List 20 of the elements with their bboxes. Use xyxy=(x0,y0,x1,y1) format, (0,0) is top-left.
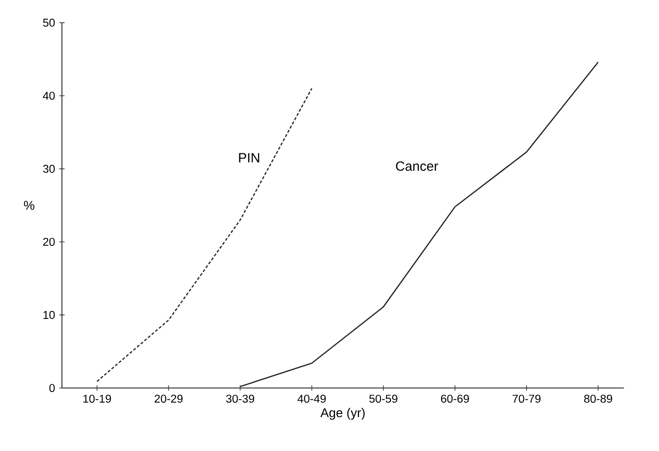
x-tick-label: 60-69 xyxy=(441,394,469,403)
text: Cancer xyxy=(396,161,438,171)
x-tick-label: 50-59 xyxy=(369,394,398,403)
x-tick-label: 80-89 xyxy=(584,394,612,403)
x-tick-label: 30-39 xyxy=(226,394,254,403)
line-series xyxy=(96,88,312,382)
line-series xyxy=(240,62,599,388)
y-tick-label: 40 xyxy=(42,92,55,100)
y-tick-label: 20 xyxy=(43,238,55,246)
x-axis-title: Age (yr) xyxy=(320,408,365,420)
y-axis-title: % xyxy=(24,200,34,210)
x-tick-label: 40-49 xyxy=(298,394,326,403)
y-tick-label: 10 xyxy=(43,310,55,319)
x-tick-label: 70-79 xyxy=(512,394,541,403)
y-tick-label: 50 xyxy=(43,18,55,27)
x-tick-label: 20-29 xyxy=(154,394,183,403)
series-label: PIN xyxy=(239,153,260,162)
y-tick-label: 0 xyxy=(49,384,55,392)
x-tick-label: 10-19 xyxy=(83,394,111,403)
y-tick-label: 30 xyxy=(43,164,55,173)
